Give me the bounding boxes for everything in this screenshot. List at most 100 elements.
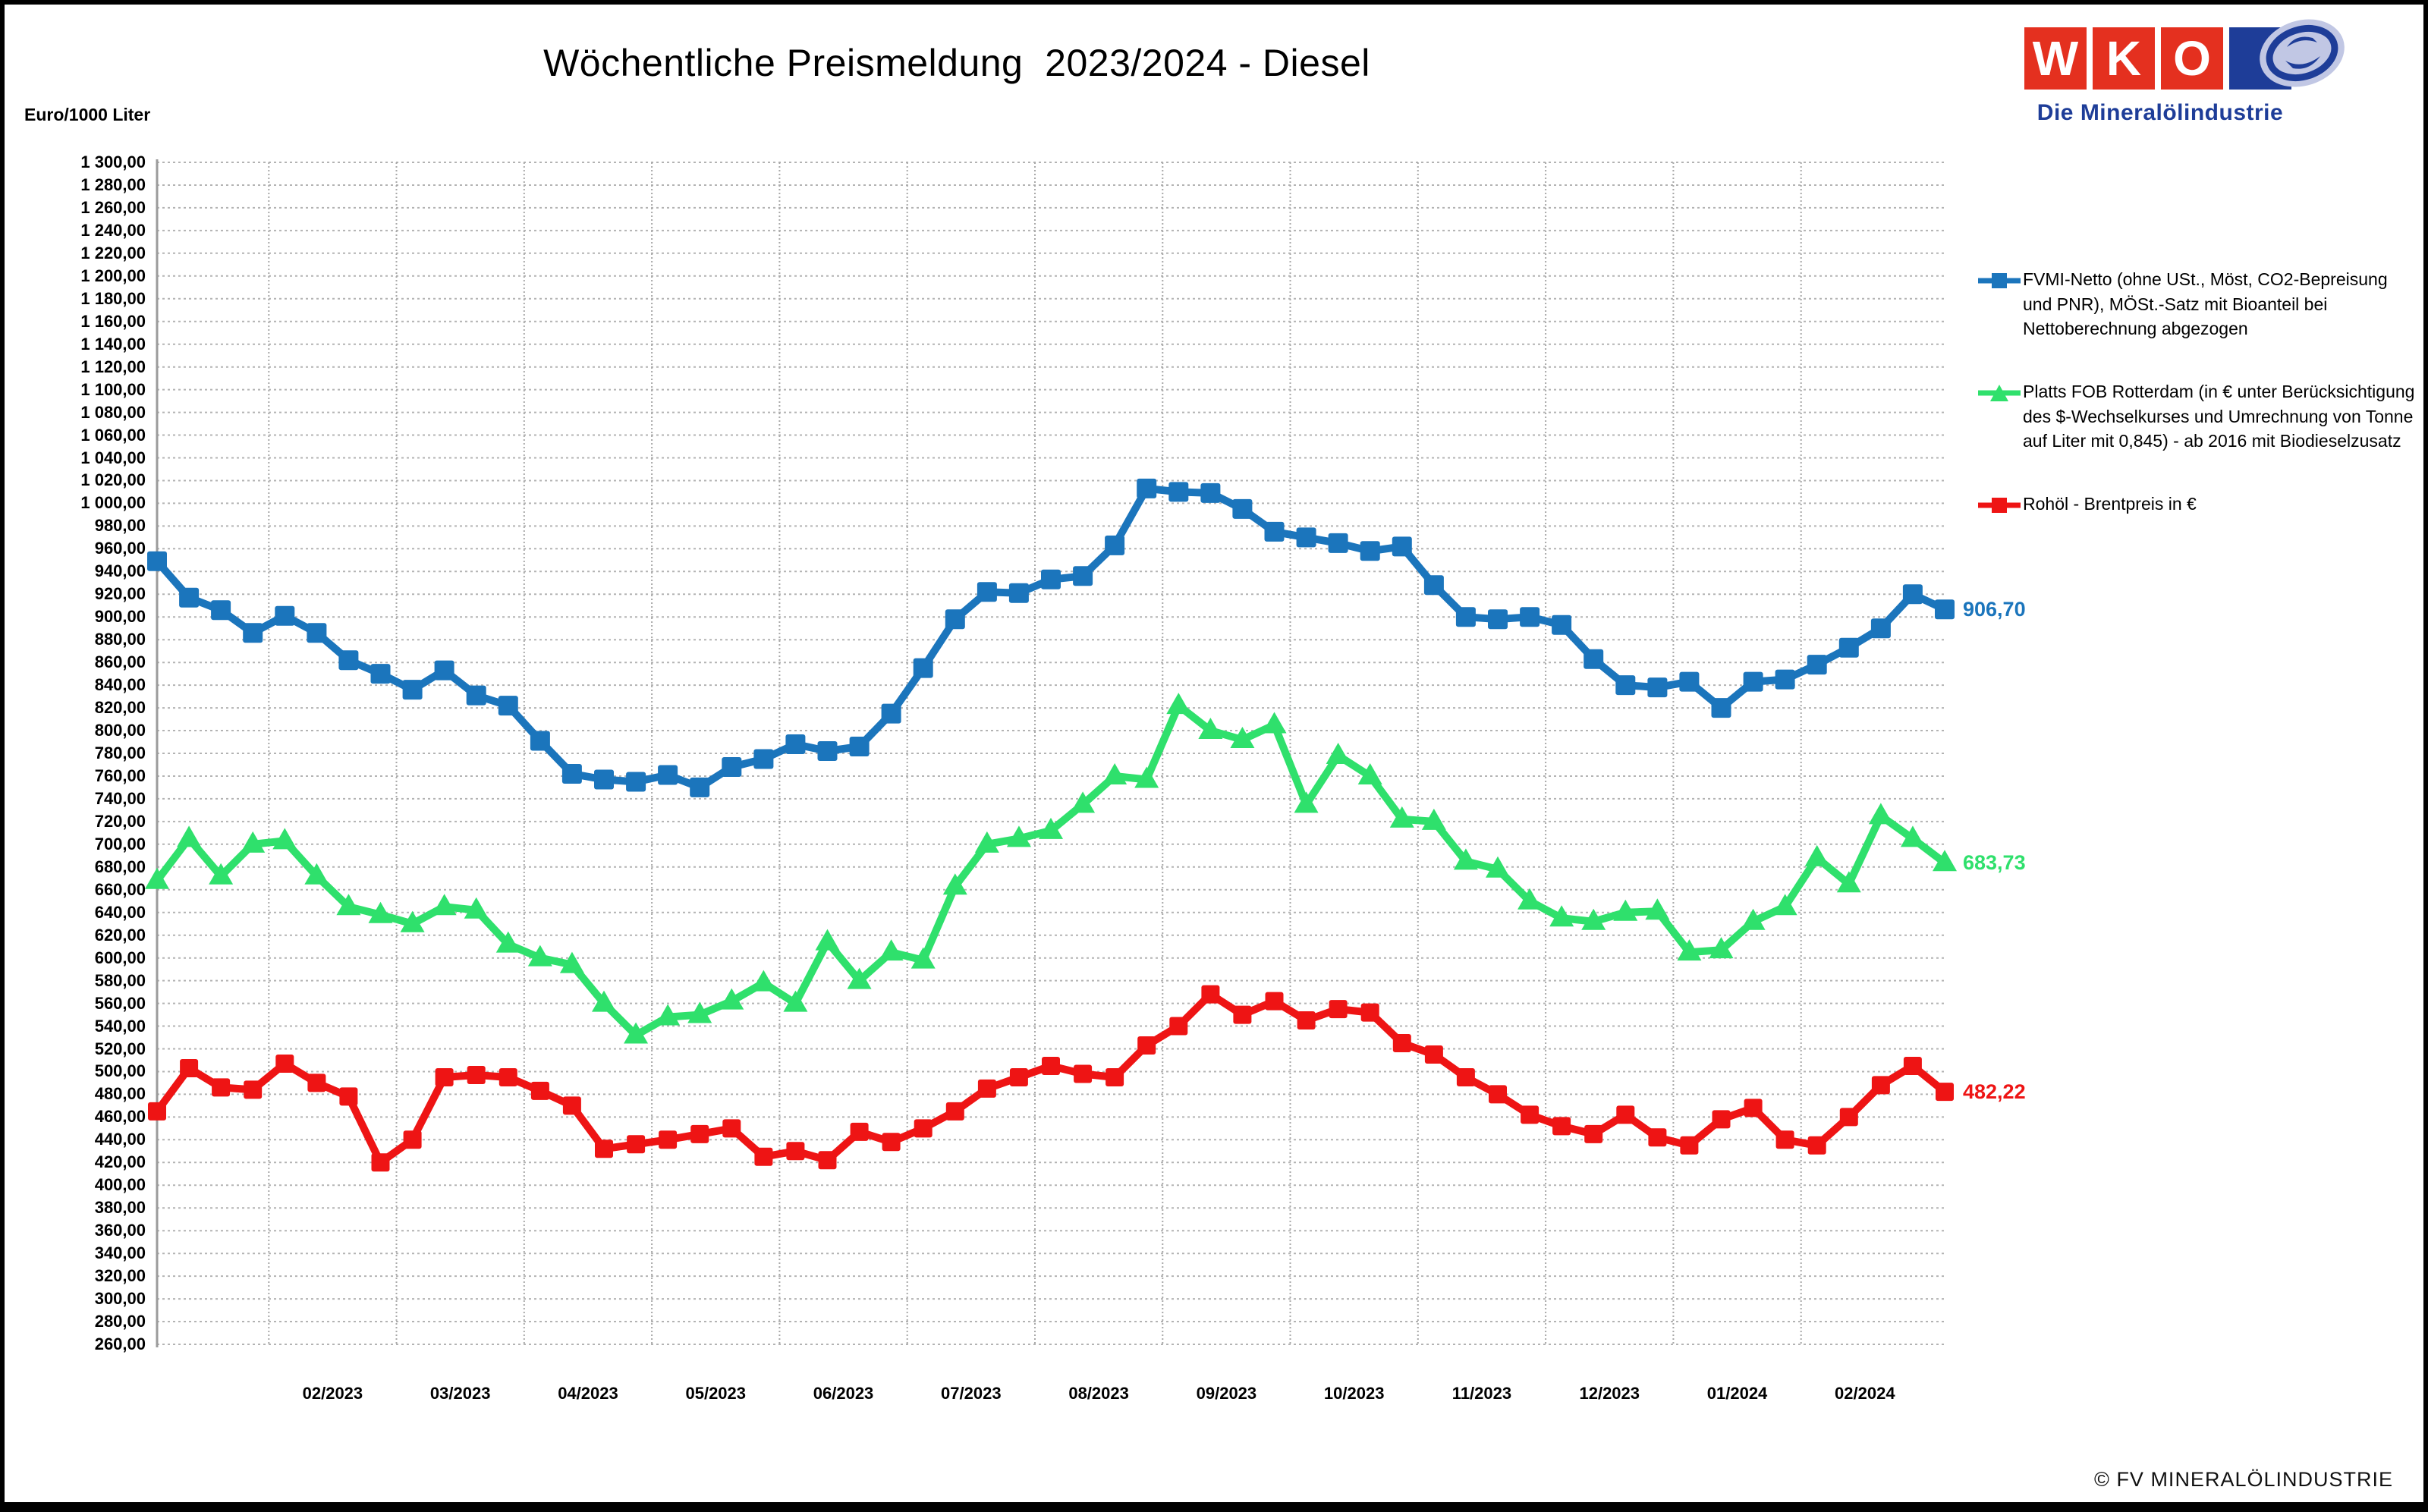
marker-brent [945, 1102, 964, 1121]
marker-platts [1166, 693, 1191, 715]
wko-logo-squares: W K O [2024, 19, 2345, 90]
marker-brent [1489, 1085, 1507, 1104]
marker-platts [1134, 766, 1159, 788]
y-tick-label: 820,00 [94, 698, 146, 718]
marker-platts [272, 828, 297, 850]
y-tick-label: 1 060,00 [80, 425, 146, 445]
marker-platts [624, 1022, 649, 1044]
marker-brent [1584, 1124, 1603, 1143]
marker-platts [942, 873, 967, 895]
marker-brent [148, 1102, 166, 1121]
marker-platts [1230, 727, 1255, 749]
legend-label-fvmi: FVMI-Netto (ohne USt., Möst, CO2-Bepreis… [2023, 269, 2388, 339]
marker-platts [1709, 937, 1734, 959]
marker-fvmi [1743, 671, 1763, 692]
marker-brent [1105, 1068, 1124, 1086]
marker-platts [719, 988, 744, 1010]
marker-fvmi [275, 605, 295, 626]
y-tick-label: 1 000,00 [80, 493, 146, 513]
marker-fvmi [1488, 609, 1508, 630]
marker-platts [1549, 905, 1574, 927]
marker-fvmi [658, 765, 678, 785]
y-tick-label: 940,00 [94, 561, 146, 581]
marker-brent [467, 1066, 486, 1084]
marker-brent [1680, 1136, 1699, 1155]
y-tick-label: 900,00 [94, 607, 146, 627]
y-tick-label: 700,00 [94, 834, 146, 853]
marker-brent [307, 1073, 326, 1092]
y-tick-label: 740,00 [94, 788, 146, 808]
marker-brent [1839, 1108, 1858, 1127]
marker-fvmi [945, 609, 965, 630]
marker-platts [1613, 899, 1638, 921]
marker-fvmi [1935, 599, 1955, 620]
marker-brent [850, 1122, 869, 1141]
marker-platts [495, 931, 521, 953]
marker-fvmi [817, 741, 838, 761]
y-tick-label: 1 120,00 [80, 357, 146, 376]
marker-fvmi [1807, 655, 1827, 675]
marker-platts [1581, 908, 1606, 930]
y-tick-label: 380,00 [94, 1198, 146, 1218]
plot-area [145, 159, 1957, 1347]
y-tick-label: 1 240,00 [80, 220, 146, 240]
marker-platts [910, 947, 936, 969]
logo-square-blue [2229, 19, 2345, 90]
marker-fvmi [1615, 675, 1636, 696]
y-tick-label: 440,00 [94, 1130, 146, 1149]
y-tick-label: 920,00 [94, 584, 146, 604]
y-tick-label: 660,00 [94, 879, 146, 899]
legend-item-fvmi: FVMI-Netto (ohne USt., Möst, CO2-Bepreis… [1976, 267, 2420, 341]
marker-platts [1933, 850, 1957, 872]
y-tick-label: 340,00 [94, 1243, 146, 1263]
marker-brent [1648, 1128, 1667, 1147]
y-tick-label: 300,00 [94, 1289, 146, 1309]
marker-brent [530, 1081, 549, 1100]
marker-brent [1360, 1003, 1379, 1022]
marker-platts [1741, 908, 1766, 930]
marker-brent [818, 1151, 837, 1170]
x-tick-label: 07/2023 [941, 1384, 1002, 1403]
y-tick-label: 1 300,00 [80, 152, 146, 171]
marker-brent [1712, 1110, 1731, 1129]
marker-brent [1137, 1036, 1156, 1055]
y-tick-label: 720,00 [94, 811, 146, 831]
x-tick-label: 05/2023 [685, 1384, 747, 1403]
marker-platts [527, 945, 552, 967]
marker-fvmi [1137, 478, 1157, 498]
marker-brent [690, 1124, 709, 1143]
marker-platts [241, 831, 266, 853]
mineraloel-swoosh-icon [2260, 19, 2345, 87]
marker-brent [754, 1147, 773, 1166]
marker-platts [1804, 844, 1829, 866]
marker-fvmi [1360, 541, 1380, 561]
series-line-fvmi [153, 484, 1948, 791]
marker-fvmi [498, 696, 518, 716]
marker-platts [847, 967, 872, 989]
marker-fvmi [690, 777, 710, 797]
marker-fvmi [1105, 535, 1125, 555]
y-tick-label: 840,00 [94, 675, 146, 695]
legend-item-brent: Rohöl - Brentpreis in € [1976, 492, 2420, 517]
marker-platts [1836, 871, 1861, 893]
logo-letter-o: O [2173, 31, 2211, 86]
end-label-platts: 683,73 [1963, 851, 2026, 875]
marker-brent [435, 1068, 454, 1086]
logo-square-k: K [2093, 27, 2155, 90]
y-tick-label: 960,00 [94, 539, 146, 558]
y-tick-label: 1 020,00 [80, 470, 146, 490]
x-tick-label: 12/2023 [1579, 1384, 1640, 1403]
y-tick-label: 1 100,00 [80, 379, 146, 399]
x-tick-label: 03/2023 [429, 1384, 491, 1403]
marker-platts [1326, 742, 1351, 764]
marker-brent [1936, 1083, 1954, 1102]
y-tick-label: 760,00 [94, 765, 146, 785]
marker-brent [659, 1130, 678, 1149]
y-tick-label: 400,00 [94, 1175, 146, 1195]
legend-label-brent: Rohöl - Brentpreis in € [2023, 493, 2197, 514]
marker-brent [1074, 1064, 1093, 1083]
marker-platts [1453, 848, 1478, 870]
marker-fvmi [722, 757, 742, 777]
y-tick-label: 320,00 [94, 1266, 146, 1286]
